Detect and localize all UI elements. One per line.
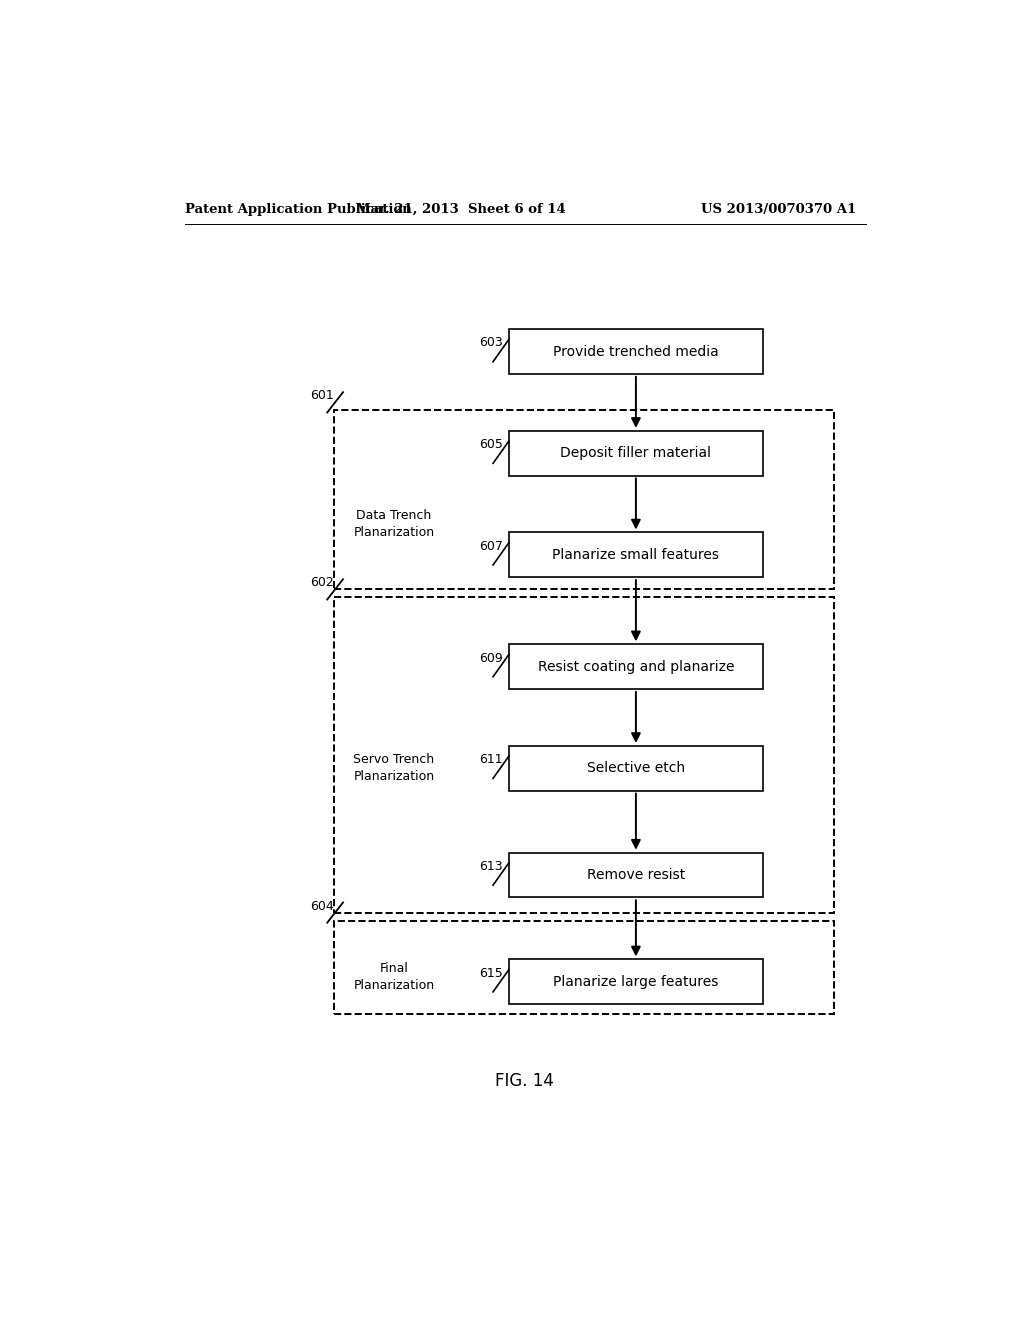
Bar [334, 921, 835, 1014]
Text: Planarize small features: Planarize small features [552, 548, 720, 562]
Text: Provide trenched media: Provide trenched media [553, 345, 719, 359]
Text: US 2013/0070370 A1: US 2013/0070370 A1 [701, 203, 856, 215]
Text: Planarize large features: Planarize large features [553, 974, 719, 989]
Text: FIG. 14: FIG. 14 [496, 1072, 554, 1090]
Bar [509, 430, 763, 475]
Bar [334, 411, 835, 589]
Bar [509, 329, 763, 374]
Text: 604: 604 [310, 899, 334, 912]
Text: Selective etch: Selective etch [587, 762, 685, 775]
Text: Final
Planarization: Final Planarization [353, 961, 434, 991]
Text: 615: 615 [479, 966, 503, 979]
Text: Resist coating and planarize: Resist coating and planarize [538, 660, 734, 673]
Text: 613: 613 [479, 859, 503, 873]
Bar [509, 960, 763, 1005]
Text: 611: 611 [479, 754, 503, 766]
Text: 601: 601 [310, 389, 334, 403]
Text: Patent Application Publication: Patent Application Publication [185, 203, 412, 215]
Bar [509, 644, 763, 689]
Bar [509, 532, 763, 577]
Text: Data Trench
Planarization: Data Trench Planarization [353, 510, 434, 540]
Text: Remove resist: Remove resist [587, 869, 685, 882]
Text: 607: 607 [478, 540, 503, 553]
Bar [334, 598, 835, 912]
Text: Deposit filler material: Deposit filler material [560, 446, 712, 461]
Text: 605: 605 [478, 438, 503, 451]
Bar [509, 853, 763, 898]
Bar [509, 746, 763, 791]
Text: 602: 602 [310, 577, 334, 589]
Text: Servo Trench
Planarization: Servo Trench Planarization [353, 754, 434, 783]
Text: 603: 603 [479, 337, 503, 350]
Text: Mar. 21, 2013  Sheet 6 of 14: Mar. 21, 2013 Sheet 6 of 14 [356, 203, 566, 215]
Text: 609: 609 [479, 652, 503, 664]
